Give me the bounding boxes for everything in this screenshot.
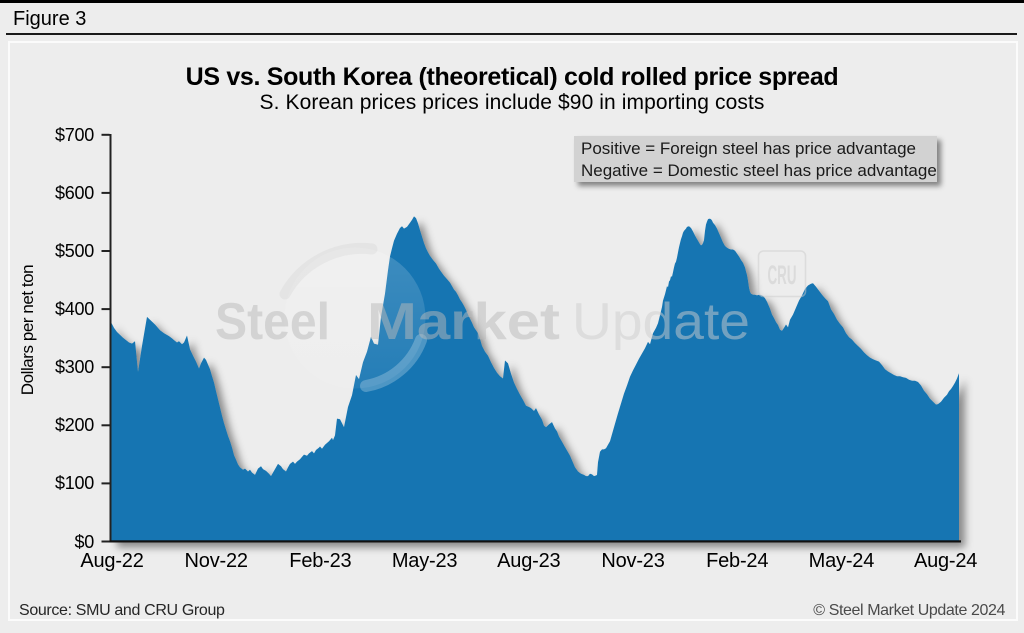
svg-text:Market: Market <box>367 293 560 351</box>
svg-text:CRU: CRU <box>768 260 797 290</box>
svg-text:Update: Update <box>572 293 750 351</box>
svg-text:Steel: Steel <box>215 293 330 351</box>
